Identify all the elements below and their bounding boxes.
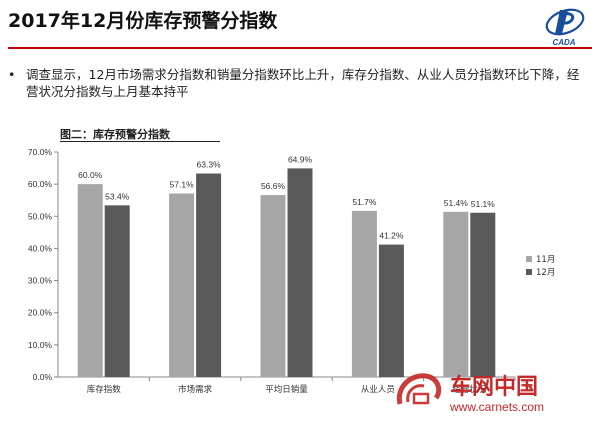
- y-tick-label: 50.0%: [28, 211, 53, 221]
- x-tick-label: 市场需求: [178, 384, 213, 395]
- legend-swatch: [526, 256, 532, 262]
- carnets-watermark: 车网中国 www.carnets.com: [396, 373, 544, 414]
- data-label: 63.3%: [197, 160, 222, 170]
- title-divider: [8, 47, 592, 49]
- summary-paragraph: • 调查显示，12月市场需求分指数和销量分指数环比上升，库存分指数、从业人员分指…: [8, 66, 588, 100]
- y-tick-label: 60.0%: [28, 179, 53, 189]
- summary-text: 调查显示，12月市场需求分指数和销量分指数环比上升，库存分指数、从业人员分指数环…: [26, 67, 580, 99]
- figure-title-underline: [60, 141, 220, 142]
- bar-nov: [260, 195, 286, 377]
- bar-dec: [378, 244, 404, 377]
- data-label: 51.4%: [444, 198, 469, 208]
- data-label: 60.0%: [78, 170, 103, 180]
- cada-logo: CADA: [545, 8, 585, 47]
- data-label: 64.9%: [288, 154, 313, 164]
- page-title: 2017年12月份库存预警分指数: [8, 10, 278, 32]
- bar-dec: [196, 173, 222, 377]
- bar-dec: [470, 212, 496, 377]
- bar-nov: [169, 193, 195, 377]
- data-label: 53.4%: [105, 191, 130, 201]
- watermark-url: www.carnets.com: [449, 400, 544, 414]
- bar-dec: [287, 168, 313, 377]
- y-tick-label: 20.0%: [28, 308, 53, 318]
- watermark-brand: 车网中国: [450, 374, 538, 400]
- data-label: 51.7%: [352, 197, 377, 207]
- y-tick-label: 40.0%: [28, 243, 53, 253]
- bar-nov: [443, 211, 469, 377]
- y-tick-label: 30.0%: [28, 276, 53, 286]
- bar-dec: [104, 205, 130, 377]
- legend-label: 11月: [536, 255, 555, 265]
- data-label: 41.2%: [379, 231, 404, 241]
- x-tick-label: 库存指数: [87, 384, 122, 395]
- y-tick-label: 0.0%: [33, 372, 53, 382]
- x-tick-label: 经营状况: [452, 384, 487, 395]
- y-tick-label: 10.0%: [28, 340, 53, 350]
- data-label: 57.1%: [170, 179, 195, 189]
- x-tick-label: 平均日销量: [265, 384, 308, 395]
- x-tick-label: 从业人员: [361, 384, 395, 395]
- figure-title: 图二：库存预警分指数: [60, 128, 170, 141]
- bullet-dot: •: [8, 67, 16, 82]
- y-tick-label: 70.0%: [28, 147, 53, 157]
- logo-text: CADA: [552, 38, 575, 47]
- data-label: 56.6%: [261, 181, 286, 191]
- bar-nov: [77, 184, 103, 377]
- legend-swatch: [526, 269, 532, 275]
- data-label: 51.1%: [471, 199, 496, 209]
- bar-nov: [351, 210, 377, 377]
- legend-label: 12月: [536, 268, 555, 278]
